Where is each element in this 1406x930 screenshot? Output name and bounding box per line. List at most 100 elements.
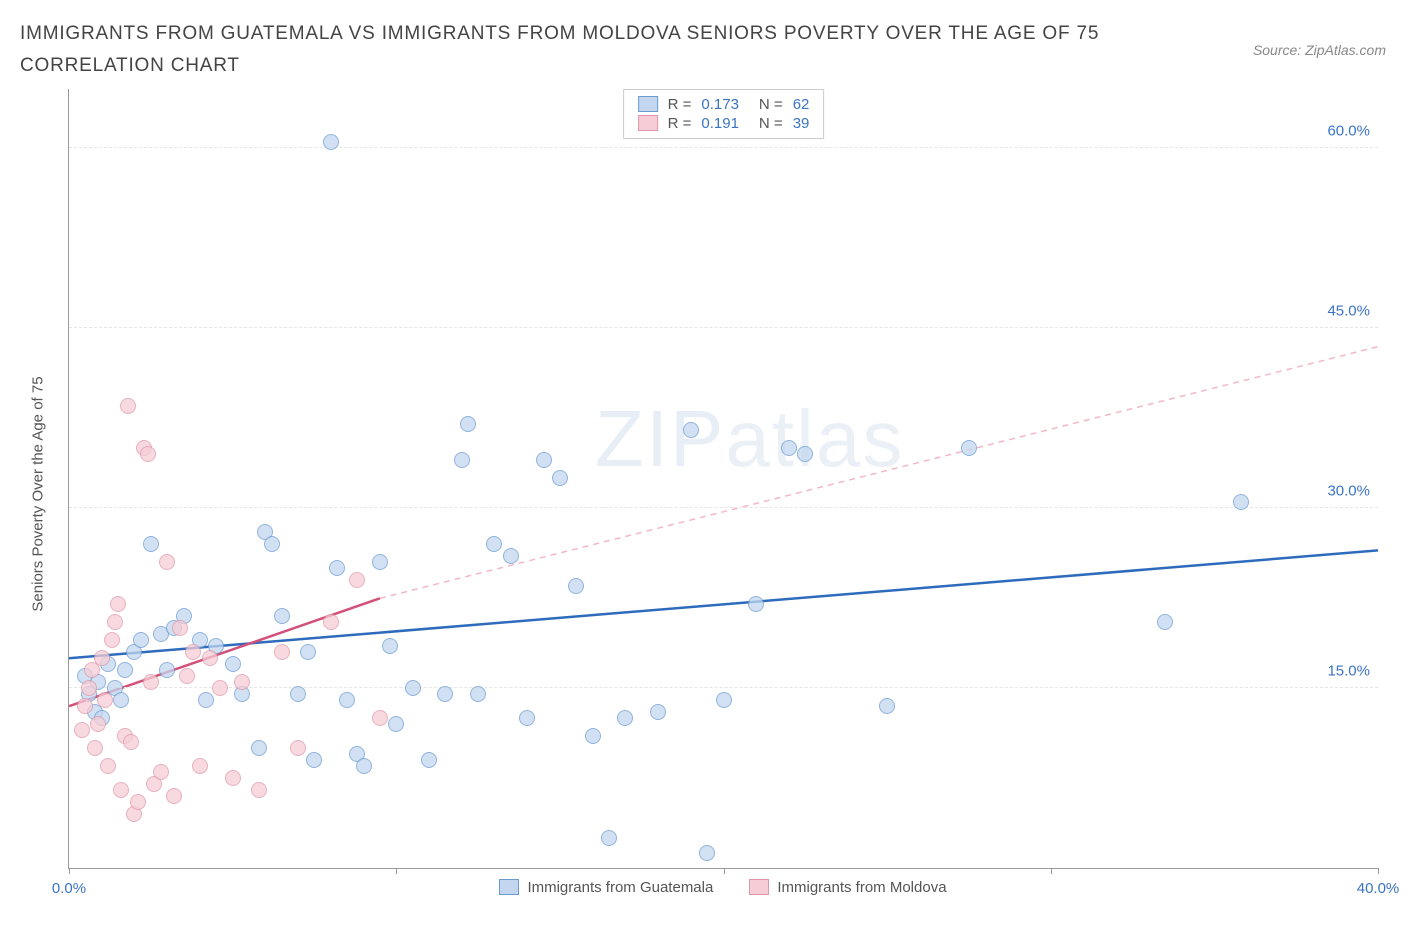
chart-title: IMMIGRANTS FROM GUATEMALA VS IMMIGRANTS … <box>20 18 1120 83</box>
x-tick-mark <box>69 868 70 874</box>
data-point <box>683 422 699 438</box>
data-point <box>130 794 146 810</box>
data-point <box>323 134 339 150</box>
data-point <box>454 452 470 468</box>
data-point <box>617 710 633 726</box>
gridline <box>69 147 1378 148</box>
data-point <box>143 536 159 552</box>
legend-swatch <box>638 115 658 131</box>
data-point <box>961 440 977 456</box>
x-tick-label: 40.0% <box>1357 880 1400 897</box>
legend-swatch <box>499 879 519 895</box>
data-point <box>470 686 486 702</box>
data-point <box>185 644 201 660</box>
data-point <box>117 662 133 678</box>
data-point <box>356 758 372 774</box>
data-point <box>133 632 149 648</box>
trend-line <box>69 550 1378 658</box>
data-point <box>879 698 895 714</box>
x-tick-label: 0.0% <box>52 880 86 897</box>
data-point <box>100 758 116 774</box>
gridline <box>69 507 1378 508</box>
x-tick-mark <box>1378 868 1379 874</box>
correlation-legend: R =0.173N =62R =0.191N =39 <box>623 89 825 139</box>
data-point <box>251 740 267 756</box>
data-point <box>1157 614 1173 630</box>
data-point <box>159 554 175 570</box>
data-point <box>225 656 241 672</box>
source-label: Source: ZipAtlas.com <box>1253 42 1386 58</box>
data-point <box>234 674 250 690</box>
data-point <box>123 734 139 750</box>
data-point <box>107 614 123 630</box>
data-point <box>77 698 93 714</box>
data-point <box>329 560 345 576</box>
data-point <box>382 638 398 654</box>
data-point <box>120 398 136 414</box>
legend-r-value: 0.191 <box>701 115 739 132</box>
legend-n-value: 39 <box>793 115 810 132</box>
data-point <box>172 620 188 636</box>
data-point <box>198 692 214 708</box>
data-point <box>264 536 280 552</box>
bottom-legend-item: Immigrants from Guatemala <box>499 879 713 896</box>
gridline <box>69 327 1378 328</box>
data-point <box>166 788 182 804</box>
scatter-plot: ZIPatlas R =0.173N =62R =0.191N =39 15.0… <box>68 89 1378 869</box>
data-point <box>781 440 797 456</box>
data-point <box>503 548 519 564</box>
data-point <box>153 764 169 780</box>
data-point <box>251 782 267 798</box>
data-point <box>74 722 90 738</box>
x-tick-mark <box>724 868 725 874</box>
data-point <box>797 446 813 462</box>
data-point <box>274 608 290 624</box>
data-point <box>212 680 228 696</box>
data-point <box>225 770 241 786</box>
y-tick-label: 45.0% <box>1327 302 1370 319</box>
chart-container: Seniors Poverty Over the Age of 75 ZIPat… <box>20 89 1386 900</box>
data-point <box>650 704 666 720</box>
data-point <box>372 554 388 570</box>
data-point <box>81 680 97 696</box>
y-tick-label: 15.0% <box>1327 662 1370 679</box>
legend-r-label: R = <box>668 96 692 113</box>
y-tick-label: 60.0% <box>1327 122 1370 139</box>
data-point <box>113 782 129 798</box>
data-point <box>300 644 316 660</box>
data-point <box>601 830 617 846</box>
data-point <box>94 650 110 666</box>
watermark: ZIPatlas <box>595 393 904 485</box>
data-point <box>716 692 732 708</box>
data-point <box>585 728 601 744</box>
legend-n-label: N = <box>759 115 783 132</box>
bottom-legend-item: Immigrants from Moldova <box>749 879 946 896</box>
legend-n-label: N = <box>759 96 783 113</box>
series-legend: Immigrants from Guatemala Immigrants from… <box>68 879 1378 900</box>
data-point <box>110 596 126 612</box>
bottom-legend-label: Immigrants from Guatemala <box>527 879 713 896</box>
data-point <box>90 716 106 732</box>
legend-swatch <box>638 96 658 112</box>
data-point <box>421 752 437 768</box>
data-point <box>97 692 113 708</box>
data-point <box>290 686 306 702</box>
y-axis-label: Seniors Poverty Over the Age of 75 <box>30 376 47 611</box>
data-point <box>372 710 388 726</box>
data-point <box>437 686 453 702</box>
data-point <box>306 752 322 768</box>
legend-r-value: 0.173 <box>701 96 739 113</box>
data-point <box>405 680 421 696</box>
data-point <box>87 740 103 756</box>
data-point <box>519 710 535 726</box>
x-tick-mark <box>396 868 397 874</box>
data-point <box>460 416 476 432</box>
data-point <box>552 470 568 486</box>
y-tick-label: 30.0% <box>1327 482 1370 499</box>
data-point <box>323 614 339 630</box>
bottom-legend-label: Immigrants from Moldova <box>777 879 946 896</box>
data-point <box>143 674 159 690</box>
data-point <box>748 596 764 612</box>
data-point <box>159 662 175 678</box>
data-point <box>179 668 195 684</box>
